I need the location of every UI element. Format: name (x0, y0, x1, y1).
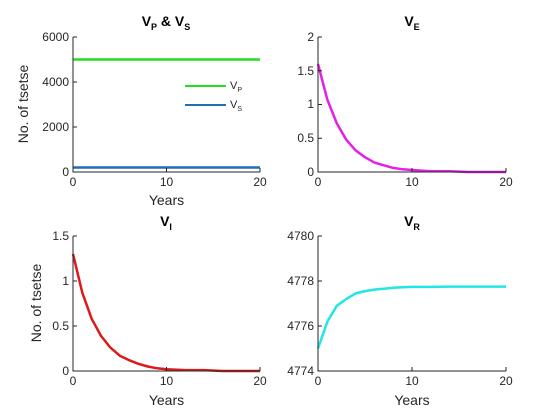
panel-vi-ytick-0: 0 (62, 364, 69, 378)
panel-vi-title: VI (160, 213, 172, 232)
panel-ve-xtick-0: 0 (315, 175, 322, 189)
panel-vr-ytick-0: 4774 (287, 364, 314, 378)
panel-vp-vs-xtick-1: 10 (160, 175, 174, 189)
panel-vr-axes (317, 236, 506, 372)
panel-vi-ytick-3: 1.5 (52, 229, 69, 243)
panel-vr-ytick-3: 4780 (287, 229, 314, 243)
panel-ve-ytick-1: 0.5 (297, 131, 314, 145)
panel-ve-axes (317, 37, 506, 173)
panel-vi-axes (72, 236, 260, 372)
panel-vp-vs-xtick-0: 0 (70, 175, 77, 189)
panel-vp-vs-ytick-1: 2000 (42, 120, 69, 134)
panel-vi-ytick-1: 0.5 (52, 319, 69, 333)
panel-vp-vs-ytick-3: 6000 (42, 30, 69, 44)
panel-ve-ytick-3: 1.5 (297, 64, 314, 78)
panel-vp-vs-ylabel: No. of tsetse (15, 64, 31, 143)
panel-vr-xlabel: Years (394, 392, 429, 408)
panel-vi-ylabel: No. of tsetse (28, 263, 44, 342)
panel-vr-series (316, 285, 506, 349)
panel-ve-ytick-4: 2 (307, 30, 314, 44)
panel-vr-title: VR (404, 213, 420, 232)
panel-vp-vs-xtick-2: 20 (253, 175, 267, 189)
panel-vi-xtick-1: 10 (160, 374, 174, 388)
panel-vp-vs-ytick-0: 0 (62, 165, 69, 179)
legend-vs-label: VS (230, 99, 242, 113)
panel-vi-xtick-0: 0 (70, 374, 77, 388)
panel-ve-xtick-2: 20 (499, 175, 513, 189)
panel-vp-vs-xlabel: Years (149, 192, 184, 208)
panel-ve-title: VE (404, 13, 419, 32)
panel-vr-xtick-0: 0 (315, 374, 322, 388)
panel-ve-xtick-1: 10 (405, 175, 419, 189)
panel-ve-series (316, 63, 506, 174)
panel-ve-ytick-2: 1 (307, 97, 314, 111)
legend-vp-label: VP (230, 80, 242, 94)
panel-vr-xtick-2: 20 (499, 374, 513, 388)
panel-vi-series (71, 253, 260, 373)
panel-vp-vs-legend: VP VS (185, 80, 242, 113)
panel-vi: VI 0 10 20 0 0.5 1 1.5 Years No. of tset… (28, 213, 267, 408)
panel-vp-vs-ytick-2: 4000 (42, 75, 69, 89)
panel-vr: VR 0 10 20 4774 4776 4778 4780 Years (287, 213, 513, 408)
panel-vp-vs: VP & VS 0 10 20 0 2000 4000 6000 Years N… (15, 13, 267, 208)
panel-ve-ytick-0: 0 (307, 165, 314, 179)
panel-vi-series-line-0 (71, 253, 260, 373)
panel-vr-ytick-2: 4778 (287, 274, 314, 288)
panel-vr-xtick-1: 10 (405, 374, 419, 388)
panel-ve: VE 0 10 20 0 0.5 1 1.5 2 (297, 13, 513, 189)
panel-ve-series-line-0 (316, 63, 506, 174)
panel-vr-series-line-0 (316, 285, 506, 349)
panel-vr-ytick-1: 4776 (287, 319, 314, 333)
panel-vp-vs-series (73, 58, 260, 169)
panel-vi-ytick-2: 1 (62, 274, 69, 288)
panel-vi-xtick-2: 20 (253, 374, 267, 388)
panel-vi-xlabel: Years (149, 392, 184, 408)
panel-vp-vs-title: VP & VS (142, 13, 191, 32)
